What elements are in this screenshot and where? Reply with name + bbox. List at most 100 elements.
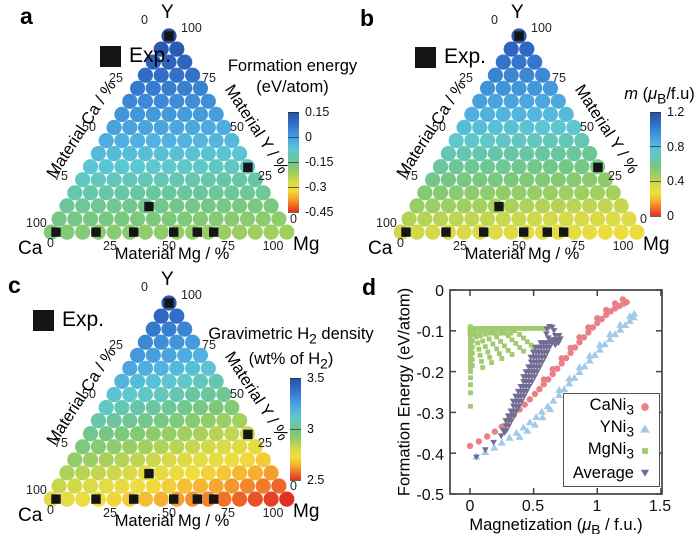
x-axis-label: Magnetization (μB / f.u.) bbox=[469, 516, 643, 534]
colorbar-tick: 2.5 bbox=[307, 473, 325, 487]
tick-left-100: 100 bbox=[26, 483, 47, 497]
colorbar-tick: 1.2 bbox=[667, 105, 685, 119]
colorbar-tick: 0.15 bbox=[305, 105, 330, 119]
tick-left-50: 50 bbox=[82, 120, 96, 134]
legend-row-cani3: CaNi3 bbox=[566, 396, 654, 418]
tick-right-75: 75 bbox=[202, 338, 216, 352]
tick-bottom-75: 75 bbox=[571, 239, 585, 253]
corner-label-mg: Mg bbox=[293, 234, 320, 255]
tick-right-0: 0 bbox=[290, 212, 297, 226]
tick-bottom-0: 0 bbox=[47, 503, 54, 517]
exp-square-icon bbox=[415, 47, 436, 68]
panel-d: d Formation Energy (eV/atom) Magnetizati… bbox=[350, 267, 700, 534]
legend-label: CaNi3 bbox=[589, 396, 634, 418]
colorbar-title-b: m (μB/f.u) bbox=[624, 85, 695, 107]
tick-bottom-25: 25 bbox=[453, 239, 467, 253]
tick-bottom-100: 100 bbox=[262, 506, 284, 520]
corner-label-y: Y bbox=[511, 2, 524, 23]
corner-label-y: Y bbox=[161, 2, 174, 23]
colorbar-tick: 3 bbox=[307, 422, 314, 436]
exp-label: Exp. bbox=[62, 308, 105, 331]
corner-label-mg: Mg bbox=[643, 234, 670, 255]
ternary-plot-c bbox=[43, 295, 295, 507]
tick-top-zero: 0 bbox=[141, 13, 148, 27]
tick-left-25: 25 bbox=[109, 71, 123, 85]
tick-right-75: 75 bbox=[552, 71, 566, 85]
tick-top-zero: 0 bbox=[141, 280, 148, 294]
corner-label-ca: Ca bbox=[18, 505, 43, 526]
panel-b-letter: b bbox=[360, 5, 375, 31]
tick-bottom-0: 0 bbox=[397, 236, 404, 250]
tick-right-75: 75 bbox=[202, 71, 216, 85]
x-tick-label: 1.5 bbox=[648, 498, 672, 515]
panel-a-letter: a bbox=[20, 3, 33, 29]
colorbar-c bbox=[290, 377, 301, 481]
corner-label-mg: Mg bbox=[293, 501, 320, 522]
axis-title-mg: Material Mg / % bbox=[464, 245, 580, 263]
scatter-plot-d bbox=[449, 289, 663, 495]
legend-row-mgni3: MgNi3 bbox=[566, 440, 654, 462]
legend-row-average: Average bbox=[566, 462, 654, 484]
tick-top-100: 100 bbox=[531, 21, 552, 35]
colorbar-tick: -0.3 bbox=[305, 180, 327, 194]
tick-left-25: 25 bbox=[459, 71, 473, 85]
x-tick-label: 0 bbox=[465, 498, 475, 515]
square-marker-icon bbox=[634, 442, 654, 460]
legend-label: YNi3 bbox=[599, 418, 634, 440]
panel-d-letter: d bbox=[362, 274, 377, 300]
colorbar-tick: 0.8 bbox=[667, 140, 685, 154]
colorbar-tick: 0 bbox=[305, 130, 312, 144]
circle-marker-icon bbox=[634, 398, 654, 416]
y-tick-label: -0.1 bbox=[416, 324, 444, 341]
y-tick-label: -0.4 bbox=[416, 447, 444, 464]
x-tick-label: 1 bbox=[592, 498, 602, 515]
exp-label: Exp. bbox=[444, 45, 487, 68]
tick-right-25: 25 bbox=[258, 169, 272, 183]
y-axis-label: Formation Energy (eV/atom) bbox=[395, 287, 414, 497]
tick-right-50: 50 bbox=[230, 387, 244, 401]
y-tick-label: 0 bbox=[435, 283, 444, 300]
tick-right-0: 0 bbox=[290, 479, 297, 493]
tick-bottom-50: 50 bbox=[162, 506, 176, 520]
tick-bottom-75: 75 bbox=[221, 239, 235, 253]
tick-right-25: 25 bbox=[258, 436, 272, 450]
tick-left-100: 100 bbox=[376, 216, 397, 230]
colorbar-tick: 0.4 bbox=[667, 174, 685, 188]
x-tick-label: 0.5 bbox=[521, 498, 545, 515]
tick-left-75: 75 bbox=[54, 436, 68, 450]
tick-top-100: 100 bbox=[181, 288, 202, 302]
colorbar-tick: 3.5 bbox=[307, 371, 325, 385]
corner-label-y: Y bbox=[161, 269, 174, 290]
tick-right-50: 50 bbox=[230, 120, 244, 134]
colorbar-tick: -0.45 bbox=[305, 205, 334, 219]
tick-left-75: 75 bbox=[404, 169, 418, 183]
tick-bottom-75: 75 bbox=[221, 506, 235, 520]
colorbar-tick: 0 bbox=[667, 209, 674, 223]
tick-bottom-0: 0 bbox=[47, 236, 54, 250]
tick-bottom-50: 50 bbox=[162, 239, 176, 253]
tick-left-100: 100 bbox=[26, 216, 47, 230]
legend-label: Average bbox=[572, 463, 634, 482]
tick-left-25: 25 bbox=[109, 338, 123, 352]
panel-b: b Exp. m (μB/f.u) Y Ca Mg 0 100 25 50 75… bbox=[350, 0, 700, 267]
colorbar-title-a: Formation energy (eV/atom) bbox=[227, 57, 358, 96]
corner-label-ca: Ca bbox=[368, 238, 393, 259]
tick-bottom-25: 25 bbox=[103, 239, 117, 253]
tick-left-50: 50 bbox=[82, 387, 96, 401]
triangle-down-marker-icon bbox=[634, 464, 654, 482]
tick-right-50: 50 bbox=[580, 120, 594, 134]
colorbar-a bbox=[288, 111, 299, 213]
panel-c-letter: c bbox=[8, 272, 21, 298]
panel-c: c Exp. Gravimetric H2 density (wt% of H2)… bbox=[0, 267, 374, 534]
tick-left-50: 50 bbox=[432, 120, 446, 134]
y-tick-label: -0.3 bbox=[416, 406, 444, 423]
tick-right-0: 0 bbox=[640, 212, 647, 226]
exp-label: Exp. bbox=[129, 44, 172, 67]
axis-title-mg: Material Mg / % bbox=[114, 245, 230, 263]
tick-bottom-100: 100 bbox=[262, 239, 284, 253]
exp-square-icon bbox=[33, 310, 54, 331]
tick-top-zero: 0 bbox=[491, 13, 498, 27]
exp-square-icon bbox=[100, 46, 121, 67]
panel-a: a Exp. Formation energy (eV/atom) Y Ca Mg… bbox=[0, 0, 357, 267]
